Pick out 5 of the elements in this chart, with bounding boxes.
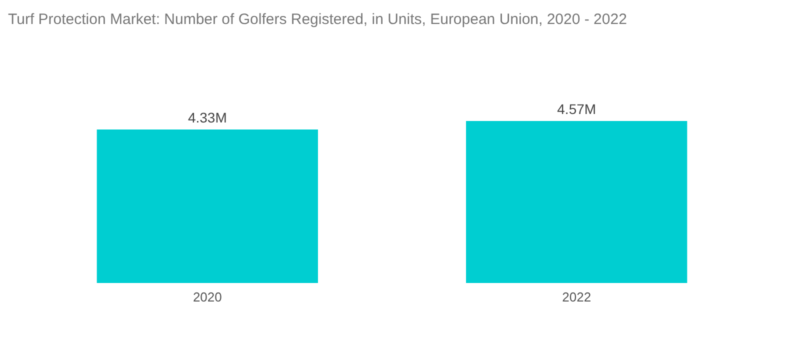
data-label: 4.57M bbox=[557, 101, 596, 117]
chart-title: Turf Protection Market: Number of Golfers Registered, in Units, European Union, 2020 - 2022 bbox=[8, 11, 627, 28]
x-tick-label: 2020 bbox=[192, 290, 222, 304]
data-label: 4.33M bbox=[188, 110, 227, 126]
x-tick-label: 2022 bbox=[562, 290, 592, 304]
